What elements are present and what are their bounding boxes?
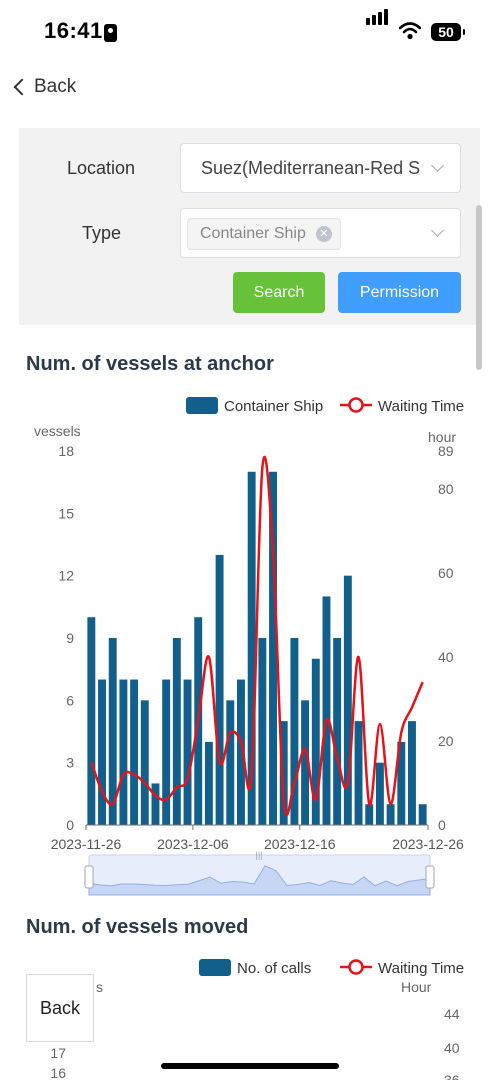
y2-tick-label: 36	[444, 1072, 460, 1080]
battery-icon: 50	[431, 23, 465, 41]
location-value: Suez(Mediterranean-Red S	[201, 158, 421, 178]
chevron-down-icon	[431, 224, 444, 237]
x-tick-label: 2023-11-26	[51, 836, 122, 852]
bar	[98, 679, 106, 825]
chevron-left-icon	[13, 78, 31, 96]
legend-bar-swatch	[199, 959, 231, 976]
legend-label: Container Ship	[224, 398, 323, 415]
status-bar: 16:41 50	[0, 0, 499, 66]
bar	[290, 638, 299, 825]
bar	[354, 721, 363, 825]
y-tick-label: 0	[66, 817, 74, 833]
y2-axis-title: hour	[428, 429, 456, 445]
bar	[408, 721, 416, 825]
y2-tick-label: 0	[438, 817, 446, 833]
bar	[130, 679, 139, 825]
y-axis-title: vessels	[34, 423, 81, 439]
y-axis-title: s	[96, 979, 103, 995]
location-label: Location	[67, 158, 136, 178]
legend-line-marker	[348, 397, 364, 413]
legend-label: Waiting Time	[378, 960, 464, 977]
y2-tick-label: 40	[438, 649, 454, 665]
bar	[343, 575, 352, 825]
bar	[204, 741, 213, 825]
type-select[interactable]: Container Ship ✕	[180, 208, 461, 258]
zoom-grip-icon: |||	[255, 850, 262, 860]
bar	[87, 617, 96, 825]
y2-tick-label: 60	[438, 565, 454, 581]
y2-tick-label: 89	[438, 443, 454, 459]
id-badge-icon	[104, 24, 117, 42]
chart2-title: Num. of vessels moved	[26, 916, 249, 938]
status-time: 16:41	[44, 18, 103, 43]
bar	[375, 762, 384, 825]
legend-label: No. of calls	[237, 960, 311, 977]
legend-line-marker	[348, 959, 364, 975]
bar	[301, 700, 310, 825]
type-tag-label: Container Ship	[200, 225, 306, 242]
permission-button[interactable]: Permission	[338, 272, 461, 313]
waiting-time-line	[90, 455, 424, 816]
bar	[365, 804, 374, 825]
bar	[172, 638, 181, 825]
bar	[215, 554, 224, 825]
y2-tick-label: 44	[444, 1006, 460, 1022]
x-tick-label: 2023-12-06	[157, 836, 229, 852]
bar	[162, 679, 171, 825]
zoom-slider-preview	[88, 865, 431, 896]
bar	[418, 804, 427, 825]
type-tag: Container Ship ✕	[187, 218, 341, 250]
bar	[279, 721, 288, 825]
floating-back-button[interactable]: Back	[26, 974, 94, 1042]
legend-label: Waiting Time	[378, 398, 464, 415]
y2-axis-title: Hour	[401, 979, 432, 995]
bar	[183, 679, 192, 825]
search-button[interactable]: Search	[233, 272, 325, 313]
y2-tick-label: 20	[438, 733, 454, 749]
chart2: No. of calls Waiting Time s Hour 17 16 44 40 36	[50, 959, 464, 1080]
bar	[333, 638, 342, 825]
bar	[108, 638, 117, 825]
wifi-icon	[399, 22, 421, 40]
y-tick-label: 6	[66, 692, 74, 708]
filter-panel: Location Suez(Mediterranean-Red S Type C…	[19, 128, 480, 325]
bar	[386, 804, 395, 825]
y-tick-label: 18	[58, 443, 74, 459]
zoom-handle-right	[425, 865, 435, 889]
zoom-handle-left	[84, 865, 94, 889]
bar	[119, 679, 128, 825]
bar	[311, 658, 320, 825]
bar	[140, 700, 149, 825]
scrollbar[interactable]	[476, 205, 482, 370]
y-tick-label: 15	[58, 505, 74, 521]
chart1: Container Ship Waiting Time vessels hour 0 3 6…	[34, 397, 464, 896]
y-tick-label: 3	[66, 755, 74, 771]
home-indicator	[161, 1063, 339, 1069]
type-label: Type	[82, 223, 122, 243]
bar	[397, 741, 406, 825]
y-tick-label: 12	[58, 568, 74, 584]
chart1-title: Num. of vessels at anchor	[26, 353, 274, 375]
bar	[258, 638, 267, 825]
y2-tick-label: 40	[444, 1040, 460, 1056]
y-tick-label: 16	[50, 1065, 66, 1080]
x-tick-label: 2023-12-16	[264, 836, 336, 852]
y2-tick-label: 80	[438, 481, 454, 497]
y-tick-label: 9	[66, 630, 74, 646]
back-button[interactable]: Back	[10, 72, 76, 102]
legend-bar-swatch	[186, 397, 218, 414]
bar	[237, 679, 245, 825]
bar	[322, 596, 331, 825]
location-select[interactable]: Suez(Mediterranean-Red S	[180, 143, 461, 193]
back-label: Back	[34, 76, 77, 97]
bar	[269, 471, 277, 825]
close-icon[interactable]: ✕	[315, 226, 332, 242]
x-tick-label: 2023-12-26	[392, 836, 464, 852]
bar	[247, 471, 256, 825]
bar	[151, 783, 160, 825]
bar	[226, 700, 235, 825]
y-tick-label: 17	[50, 1045, 66, 1061]
